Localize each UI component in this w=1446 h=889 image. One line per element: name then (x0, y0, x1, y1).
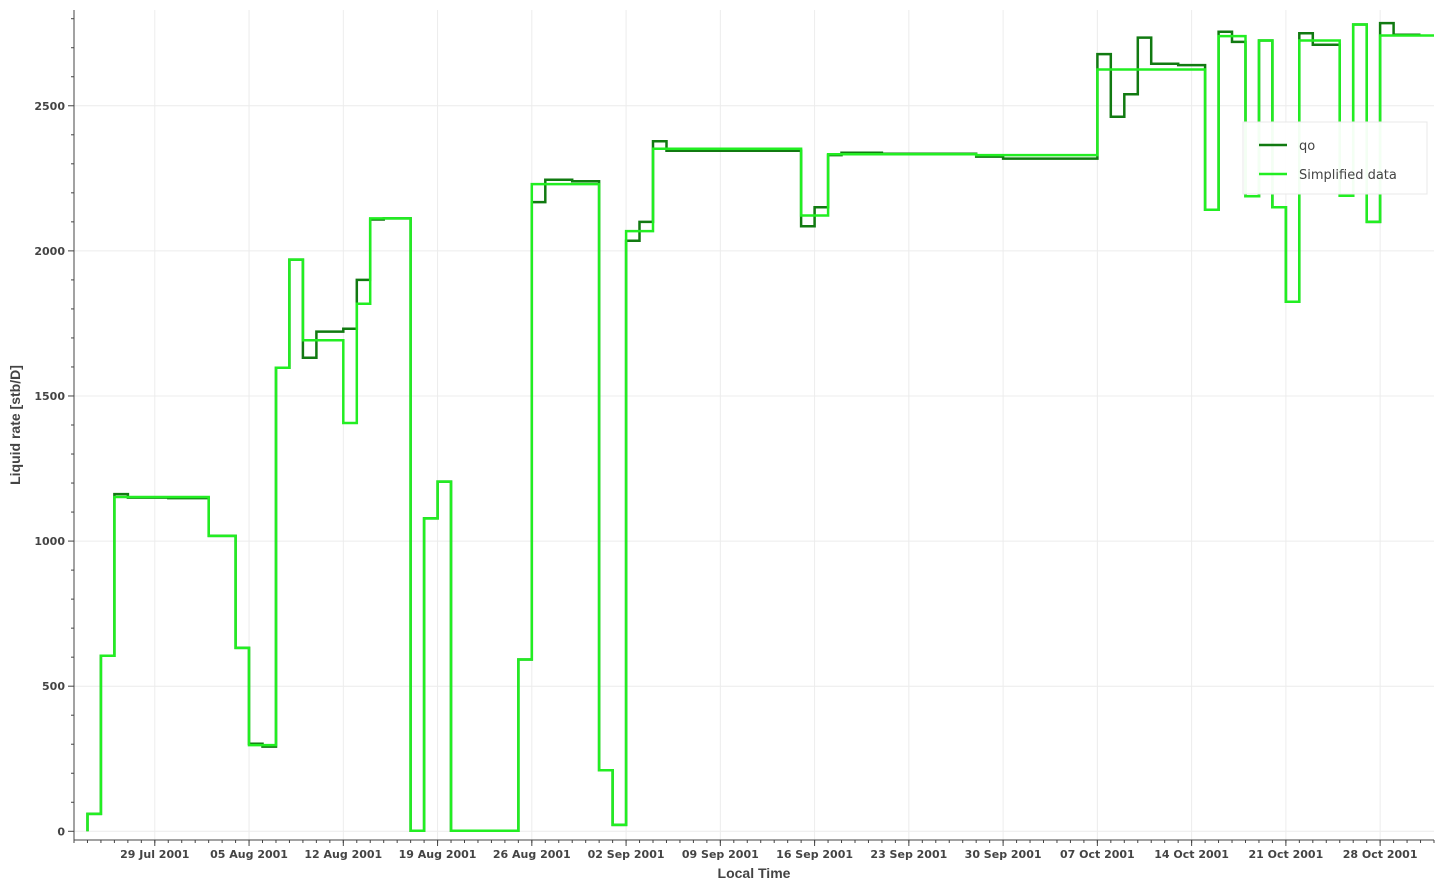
x-tick-label: 29 Jul 2001 (120, 848, 189, 861)
x-tick-label: 02 Sep 2001 (588, 848, 665, 861)
x-tick-label: 21 Oct 2001 (1249, 848, 1324, 861)
y-axis-title: Liquid rate [stb/D] (7, 365, 23, 485)
y-tick-label: 0 (57, 825, 65, 838)
y-tick-label: 2000 (34, 245, 65, 258)
axes: 0 500 1000 1500 2000 2500 29 Jul 2001 05 Aug 2… (34, 10, 1435, 861)
legend-box (1242, 121, 1428, 195)
y-tick-label: 1000 (34, 535, 65, 548)
y-tick-label: 2500 (34, 100, 65, 113)
y-tick-label: 1500 (34, 390, 65, 403)
x-tick-label: 23 Sep 2001 (870, 848, 947, 861)
y-tick-label: 500 (42, 680, 65, 693)
series-layer (86, 21, 1434, 832)
series-line-qo (86, 21, 1421, 832)
legend: qo Simplified data (1242, 121, 1428, 195)
x-tick-label: 19 Aug 2001 (399, 848, 477, 861)
x-axis-title: Local Time (718, 865, 791, 881)
x-tick-label: 26 Aug 2001 (493, 848, 571, 861)
x-ticks: 29 Jul 2001 05 Aug 2001 12 Aug 2001 19 Aug … (73, 840, 1435, 861)
x-tick-label: 09 Sep 2001 (682, 848, 759, 861)
x-tick-label: 12 Aug 2001 (304, 848, 382, 861)
x-tick-label: 05 Aug 2001 (210, 848, 288, 861)
x-tick-label: 14 Oct 2001 (1154, 848, 1229, 861)
x-tick-label: 30 Sep 2001 (965, 848, 1042, 861)
legend-label-simplified-data: Simplified data (1299, 168, 1397, 183)
x-tick-label: 28 Oct 2001 (1343, 848, 1418, 861)
x-tick-label: 07 Oct 2001 (1060, 848, 1135, 861)
grid (74, 10, 1434, 840)
legend-label-qo: qo (1299, 139, 1315, 154)
x-tick-label: 16 Sep 2001 (776, 848, 853, 861)
series-line-simplified-data (86, 23, 1434, 832)
y-ticks: 0 500 1000 1500 2000 2500 (34, 18, 74, 838)
